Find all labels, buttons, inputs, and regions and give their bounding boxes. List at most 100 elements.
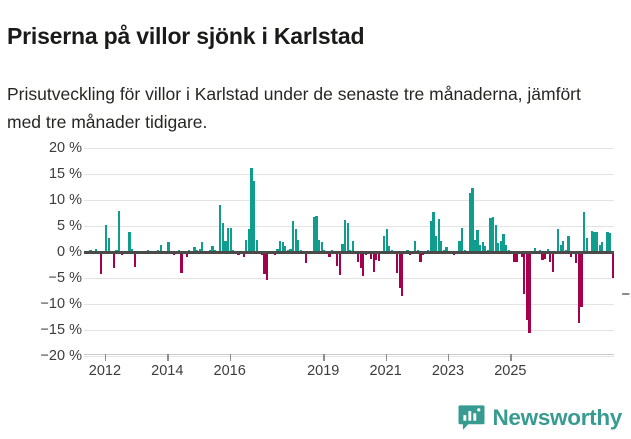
chart-bar <box>94 249 97 252</box>
chart-bar <box>414 240 417 252</box>
chart-bar <box>167 241 170 252</box>
chart-bar <box>328 252 331 258</box>
chart-bar <box>437 219 440 252</box>
chart-bar <box>497 242 500 252</box>
chart-bar <box>382 236 386 252</box>
chart-bar <box>479 244 482 252</box>
y-axis-tick-label: 20 % <box>48 140 82 156</box>
chart-bar <box>460 228 464 252</box>
y-axis-tick-label: 15 % <box>48 166 82 182</box>
chart-bar <box>468 192 471 252</box>
chart-bar <box>463 249 466 252</box>
chart-bar <box>214 249 217 252</box>
y-axis-tick-label: 0 % <box>57 244 82 260</box>
gridline <box>84 226 614 227</box>
chart-bar <box>219 205 222 252</box>
x-axis-tick <box>229 354 232 361</box>
chart-bar <box>315 215 318 252</box>
chart-bar <box>528 252 531 333</box>
newsworthy-logo[interactable]: Newsworthy <box>458 404 622 431</box>
chart-bar <box>338 252 341 275</box>
bar-chart-bubble-icon <box>458 405 485 430</box>
chart-bar <box>512 252 516 263</box>
chart-bar <box>385 229 388 252</box>
chart-bar <box>294 228 297 252</box>
chart-bar <box>520 252 523 258</box>
gridline <box>84 330 614 331</box>
chart-bar <box>159 244 162 252</box>
chart-bar <box>305 252 308 264</box>
chart-bar <box>359 252 362 269</box>
chart-bar <box>440 241 443 252</box>
chart-bar <box>242 252 245 257</box>
chart-bar <box>221 222 225 252</box>
chart-bar <box>481 241 484 252</box>
chart-bar <box>494 224 497 252</box>
chart-bar <box>567 236 570 252</box>
chart-bar <box>502 234 505 252</box>
chart-bar <box>608 232 612 252</box>
chart-bar <box>89 249 92 252</box>
x-axis-tick-label: 2023 <box>431 363 465 379</box>
x-axis-tick <box>167 354 169 361</box>
chart-bar <box>253 181 256 252</box>
x-axis-tick-label: 2019 <box>307 363 340 379</box>
chart-bar <box>580 252 583 308</box>
chart-bar <box>575 252 578 264</box>
chart-bar <box>401 252 404 297</box>
chart-bar <box>570 252 573 258</box>
chart-bar <box>201 241 204 252</box>
chart-bar <box>133 252 136 267</box>
x-axis-tick-label: 2014 <box>151 363 184 379</box>
chart-bar <box>601 241 604 252</box>
y-axis-tick-label: −20 % <box>40 348 82 364</box>
chart-bar <box>320 242 323 252</box>
chart-bar <box>583 211 586 252</box>
chart-bar <box>546 249 549 252</box>
chart-bar <box>279 241 282 252</box>
chart-bar <box>596 231 599 252</box>
chart-bar <box>289 249 292 252</box>
chart-bar <box>369 252 373 260</box>
chart-plot-area <box>84 148 614 353</box>
chart-bar <box>276 248 279 252</box>
chart-bar <box>188 249 191 252</box>
chart-bar <box>606 231 609 252</box>
chart-bar <box>250 167 253 252</box>
chart-bar <box>489 218 492 252</box>
chart-bar <box>229 228 232 252</box>
chart-bar <box>375 252 378 261</box>
bar-chart: 20 % 15 % 10 % 5 % 0 % −5 % −10 % −15 % −20 % 20… <box>0 141 631 388</box>
chart-bar <box>341 243 344 252</box>
gridline <box>84 174 614 175</box>
chart-bar <box>419 252 422 262</box>
page-subtitle: Prisutveckling för villor i Karlstad und… <box>7 83 581 132</box>
gridline <box>84 200 614 201</box>
gridline <box>84 148 614 149</box>
chart-bar <box>562 240 565 252</box>
chart-bar <box>429 220 432 252</box>
chart-bar <box>590 231 594 252</box>
last-value-annotation: −5 % <box>621 286 631 303</box>
chart-bar <box>349 249 352 252</box>
chart-bar <box>598 245 601 252</box>
chart-bar <box>185 252 188 258</box>
gridline <box>84 278 614 279</box>
chart-bar <box>395 252 399 273</box>
chart-bar <box>377 252 380 261</box>
chart-bar <box>505 245 508 252</box>
chart-bar <box>577 252 581 323</box>
chart-bar <box>551 252 555 272</box>
chart-bar <box>362 252 365 277</box>
chart-bar <box>128 232 131 252</box>
x-axis-tick-label: 2021 <box>369 363 402 379</box>
y-axis-tick-label: 10 % <box>48 192 82 208</box>
chart-bar <box>541 252 544 260</box>
chart-bar <box>471 188 474 252</box>
y-axis-tick-label: −10 % <box>40 296 82 312</box>
y-axis-tick-label: −5 % <box>48 270 82 286</box>
chart-bar <box>297 240 300 252</box>
chart-bar <box>549 252 552 263</box>
chart-bar <box>356 252 360 262</box>
chart-bar <box>193 246 196 252</box>
